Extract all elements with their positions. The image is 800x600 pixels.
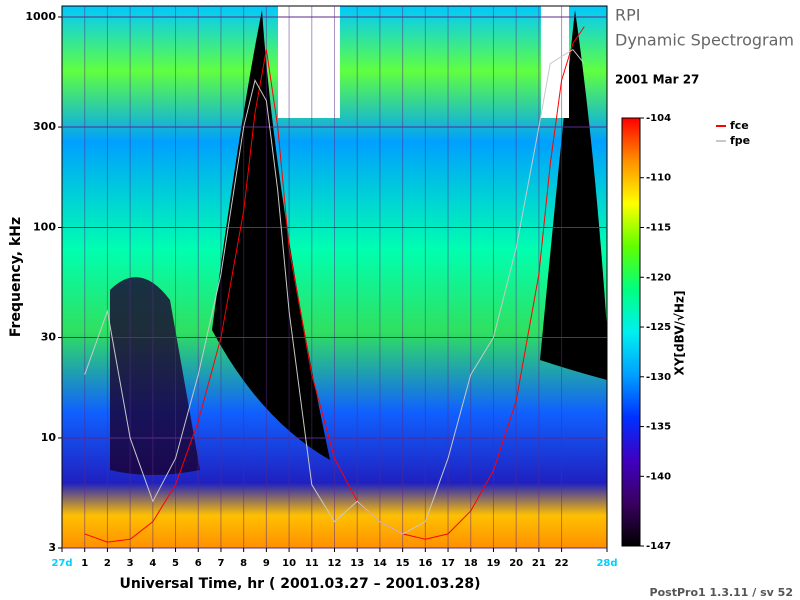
x-tick-label: 16 xyxy=(418,558,432,569)
x-tick-label: 27d xyxy=(51,558,72,569)
plasmasphere-region xyxy=(212,10,330,460)
legend-label: fpe xyxy=(730,134,750,147)
legend-label: fce xyxy=(730,119,749,132)
x-tick-label: 3 xyxy=(127,558,134,569)
x-tick-label: 2 xyxy=(104,558,111,569)
x-tick-label: 18 xyxy=(464,558,478,569)
y-tick-label: 1000 xyxy=(25,10,56,23)
x-tick-label: 7 xyxy=(217,558,224,569)
colorbar-tick-label: -125 xyxy=(646,322,671,333)
x-tick-label: 8 xyxy=(240,558,247,569)
colorbar xyxy=(621,117,641,547)
y-tick-label: 10 xyxy=(41,431,57,444)
y-tick-label: 3 xyxy=(48,541,56,554)
x-tick-label: 5 xyxy=(172,558,179,569)
colorbar-tick-label: -130 xyxy=(646,372,671,383)
date-label: 2001 Mar 27 xyxy=(615,73,699,87)
plasmasphere-region xyxy=(540,10,607,380)
colorbar-tick-label: -110 xyxy=(646,173,671,184)
x-tick-label: 21 xyxy=(532,558,546,569)
colorbar-tick-label: -147 xyxy=(646,541,671,552)
x-tick-label: 13 xyxy=(350,558,364,569)
dark-region xyxy=(110,277,200,475)
x-tick-label: 28d xyxy=(596,558,617,569)
series-line xyxy=(84,48,585,535)
x-tick-label: 20 xyxy=(509,558,523,569)
colorbar-tick-label: -135 xyxy=(646,422,671,433)
x-tick-label: 12 xyxy=(328,558,342,569)
x-tick-label: 19 xyxy=(486,558,500,569)
x-tick-label: 11 xyxy=(305,558,319,569)
x-tick-label: 17 xyxy=(441,558,455,569)
x-tick-label: 9 xyxy=(263,558,270,569)
x-tick-label: 4 xyxy=(149,558,156,569)
x-tick-label: 6 xyxy=(195,558,202,569)
x-tick-label: 10 xyxy=(282,558,296,569)
x-axis-label: Universal Time, hr ( 2001.03.27 – 2001.0… xyxy=(119,576,480,592)
series-line xyxy=(84,26,585,543)
colorbar-tick-label: -104 xyxy=(646,113,671,124)
data-gap xyxy=(541,6,569,118)
x-tick-label: 15 xyxy=(396,558,410,569)
x-tick-label: 22 xyxy=(555,558,569,569)
colorbar-label: XY[dBV/√Hz] xyxy=(673,291,687,376)
chart-subtitle: Dynamic Spectrogram xyxy=(615,31,794,50)
x-tick-label: 14 xyxy=(373,558,387,569)
colorbar-tick-label: -140 xyxy=(646,471,671,482)
data-gap xyxy=(278,6,340,118)
y-tick-label: 30 xyxy=(41,331,57,344)
x-tick-label: 1 xyxy=(81,558,88,569)
footer: PostPro1 1.3.11 / sv 52 xyxy=(650,586,793,599)
colorbar-tick-label: -115 xyxy=(646,222,671,233)
y-axis-label: Frequency, kHz xyxy=(8,217,24,337)
y-tick-label: 100 xyxy=(33,220,56,233)
chart-title: RPI xyxy=(615,6,640,25)
y-tick-label: 300 xyxy=(33,120,56,133)
colorbar-tick-label: -120 xyxy=(646,272,671,283)
